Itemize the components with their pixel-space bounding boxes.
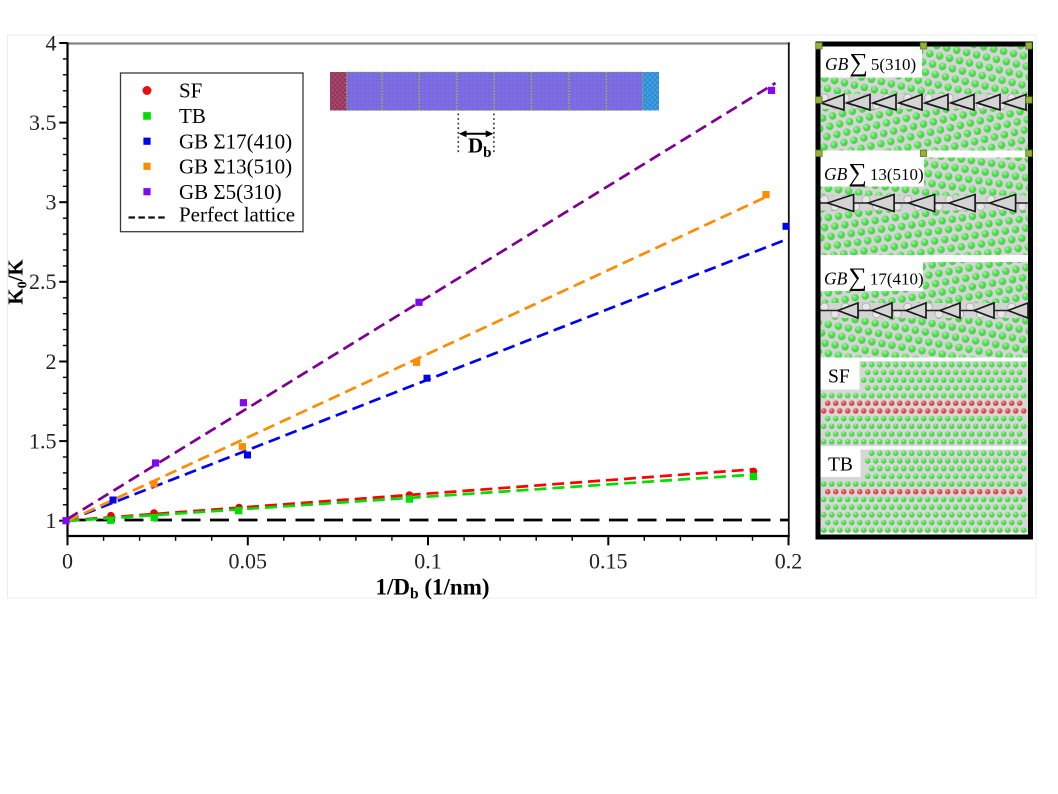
svg-text:SF: SF — [179, 79, 202, 103]
svg-text:4: 4 — [46, 30, 57, 55]
svg-text:0.05: 0.05 — [229, 548, 268, 573]
svg-text:GB Σ5(310): GB Σ5(310) — [179, 180, 282, 204]
svg-text:1: 1 — [46, 508, 57, 533]
svg-text:3.5: 3.5 — [29, 110, 57, 135]
svg-text:GB Σ17(410): GB Σ17(410) — [179, 129, 292, 153]
svg-text:2: 2 — [46, 349, 57, 374]
svg-text:0.1: 0.1 — [414, 548, 442, 573]
svg-text:SF: SF — [828, 367, 850, 388]
svg-text:3: 3 — [46, 190, 57, 215]
svg-text:0.2: 0.2 — [775, 548, 803, 573]
svg-text:0.15: 0.15 — [589, 548, 628, 573]
svg-text:1.5: 1.5 — [29, 428, 57, 453]
svg-text:K0/K: K0/K — [3, 259, 30, 305]
svg-text:0: 0 — [62, 548, 73, 573]
svg-text:Perfect lattice: Perfect lattice — [179, 202, 295, 226]
svg-text:TB: TB — [179, 104, 206, 128]
svg-text:2.5: 2.5 — [29, 269, 57, 294]
svg-text:TB: TB — [828, 455, 853, 476]
svg-text:1/Db (1/nm): 1/Db (1/nm) — [376, 575, 490, 603]
svg-text:GB Σ13(510): GB Σ13(510) — [179, 155, 292, 179]
